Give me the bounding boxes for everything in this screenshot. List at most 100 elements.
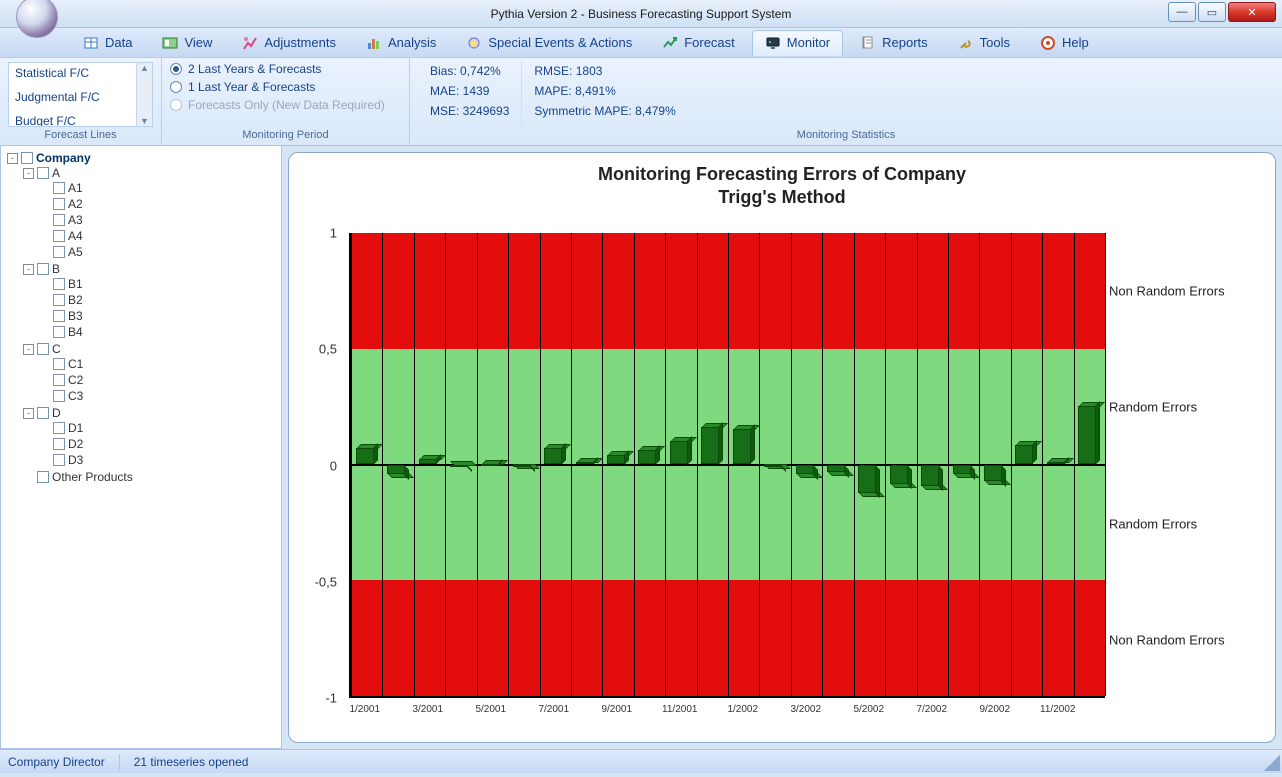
chart-y-labels: -1-0,500,51 <box>289 233 343 698</box>
chart-pane: Monitoring Forecasting Errors of Company… <box>282 146 1282 749</box>
tree-checkbox[interactable] <box>53 326 65 338</box>
maximize-button[interactable]: ▭ <box>1198 2 1226 22</box>
tree-row[interactable]: A4 <box>39 229 277 243</box>
tree-row[interactable]: B1 <box>39 277 277 291</box>
tree-checkbox[interactable] <box>53 390 65 402</box>
tree-row[interactable]: C3 <box>39 389 277 403</box>
tree-row[interactable]: -C <box>23 342 277 356</box>
radio-icon <box>170 63 182 75</box>
tree-label: B3 <box>68 309 83 323</box>
y-tick-label: 0,5 <box>319 342 337 357</box>
tree-checkbox[interactable] <box>37 343 49 355</box>
tree-checkbox[interactable] <box>53 198 65 210</box>
tab-monitor[interactable]: Monitor <box>752 30 843 56</box>
tree-toggle-icon[interactable]: - <box>23 408 34 419</box>
tree-checkbox[interactable] <box>53 230 65 242</box>
chart-bar <box>638 446 660 465</box>
tree-row[interactable]: D3 <box>39 453 277 467</box>
tree-checkbox[interactable] <box>37 407 49 419</box>
tab-label: View <box>184 35 212 50</box>
tree-label: D1 <box>68 421 83 435</box>
tree-checkbox[interactable] <box>53 454 65 466</box>
forecast-line-item[interactable]: Budget F/C <box>9 111 152 127</box>
tree-label: D3 <box>68 453 83 467</box>
tree-checkbox[interactable] <box>53 358 65 370</box>
tree-label: B2 <box>68 293 83 307</box>
tree-checkbox[interactable] <box>53 294 65 306</box>
tree-checkbox[interactable] <box>53 182 65 194</box>
tree-row[interactable]: B4 <box>39 325 277 339</box>
forecast-lines-scrollbar[interactable]: ▲▼ <box>136 63 152 126</box>
tab-view[interactable]: View <box>149 30 225 56</box>
tree-checkbox[interactable] <box>53 246 65 258</box>
tab-help[interactable]: Help <box>1027 30 1102 56</box>
tab-adjustments[interactable]: Adjustments <box>229 30 349 56</box>
forecast-line-item[interactable]: Statistical F/C <box>9 63 152 83</box>
tab-special-events-actions[interactable]: Special Events & Actions <box>453 30 645 56</box>
tree-row[interactable]: D1 <box>39 421 277 435</box>
tab-forecast[interactable]: Forecast <box>649 30 748 56</box>
period-option[interactable]: 2 Last Years & Forecasts <box>170 62 401 76</box>
tree-toggle-icon[interactable]: - <box>7 153 18 164</box>
forecast-line-item[interactable]: Judgmental F/C <box>9 87 152 107</box>
tree-checkbox[interactable] <box>53 374 65 386</box>
tab-tools[interactable]: Tools <box>945 30 1023 56</box>
radio-label: 1 Last Year & Forecasts <box>188 80 315 94</box>
tree-checkbox[interactable] <box>53 278 65 290</box>
chart-bar <box>576 458 598 465</box>
main-area: -Company-AA1A2A3A4A5-BB1B2B3B4-CC1C2C3-D… <box>0 146 1282 749</box>
minimize-button[interactable]: — <box>1168 2 1196 22</box>
tree-row[interactable]: D2 <box>39 437 277 451</box>
y-tick-label: 1 <box>330 226 337 241</box>
chart-bar <box>544 444 566 465</box>
y-tick-label: -1 <box>325 691 337 706</box>
tree-checkbox[interactable] <box>53 310 65 322</box>
tree-checkbox[interactable] <box>21 152 33 164</box>
tree-row[interactable]: A1 <box>39 181 277 195</box>
group-caption: Forecast Lines <box>8 127 153 145</box>
forecast-icon <box>662 35 678 51</box>
resize-grip[interactable] <box>1264 755 1280 771</box>
tree-row[interactable]: - Company <box>7 151 277 165</box>
tree-pane[interactable]: -Company-AA1A2A3A4A5-BB1B2B3B4-CC1C2C3-D… <box>0 146 282 749</box>
tree-row[interactable]: B3 <box>39 309 277 323</box>
tree-checkbox[interactable] <box>53 422 65 434</box>
tree-checkbox[interactable] <box>37 263 49 275</box>
ribbon-tabs: Data View Adjustments AnalysisSpecial Event… <box>0 28 1282 58</box>
tree-row[interactable]: Other Products <box>23 470 277 484</box>
period-option[interactable]: 1 Last Year & Forecasts <box>170 80 401 94</box>
tree-row[interactable]: A5 <box>39 245 277 259</box>
tree-toggle-icon[interactable]: - <box>23 344 34 355</box>
tree-row[interactable]: A2 <box>39 197 277 211</box>
tab-data[interactable]: Data <box>70 30 145 56</box>
tree-toggle-icon[interactable]: - <box>23 168 34 179</box>
group-caption: Monitoring Statistics <box>418 127 1274 145</box>
chart-title-1: Monitoring Forecasting Errors of Company <box>299 163 1265 186</box>
tab-reports[interactable]: Reports <box>847 30 941 56</box>
tab-label: Data <box>105 35 132 50</box>
tree-checkbox[interactable] <box>53 438 65 450</box>
tree-row[interactable]: B2 <box>39 293 277 307</box>
radio-icon <box>170 81 182 93</box>
app-orb-button[interactable] <box>16 0 58 38</box>
tree-row[interactable]: C2 <box>39 373 277 387</box>
tree-label: A2 <box>68 197 83 211</box>
tree-row[interactable]: A3 <box>39 213 277 227</box>
tree-checkbox[interactable] <box>37 471 49 483</box>
tab-analysis[interactable]: Analysis <box>353 30 449 56</box>
tree-toggle-icon[interactable]: - <box>23 264 34 275</box>
close-button[interactable]: ✕ <box>1228 2 1276 22</box>
tree-row[interactable]: -D <box>23 406 277 420</box>
tree-label: Company <box>36 151 91 165</box>
group-forecast-lines: Statistical F/C Judgmental F/C Budget F/C▲… <box>0 58 162 145</box>
chart-x-labels: 1/20013/20015/20017/20019/200111/20011/2… <box>349 704 1105 724</box>
tab-label: Adjustments <box>264 35 336 50</box>
tree-checkbox[interactable] <box>37 167 49 179</box>
chart-bar <box>796 465 818 479</box>
tree-checkbox[interactable] <box>53 214 65 226</box>
tree-row[interactable]: -A <box>23 166 277 180</box>
title-bar: Pythia Version 2 - Business Forecasting … <box>0 0 1282 28</box>
tree-row[interactable]: -B <box>23 262 277 276</box>
tree-row[interactable]: C1 <box>39 357 277 371</box>
tree-label: D <box>52 406 61 420</box>
